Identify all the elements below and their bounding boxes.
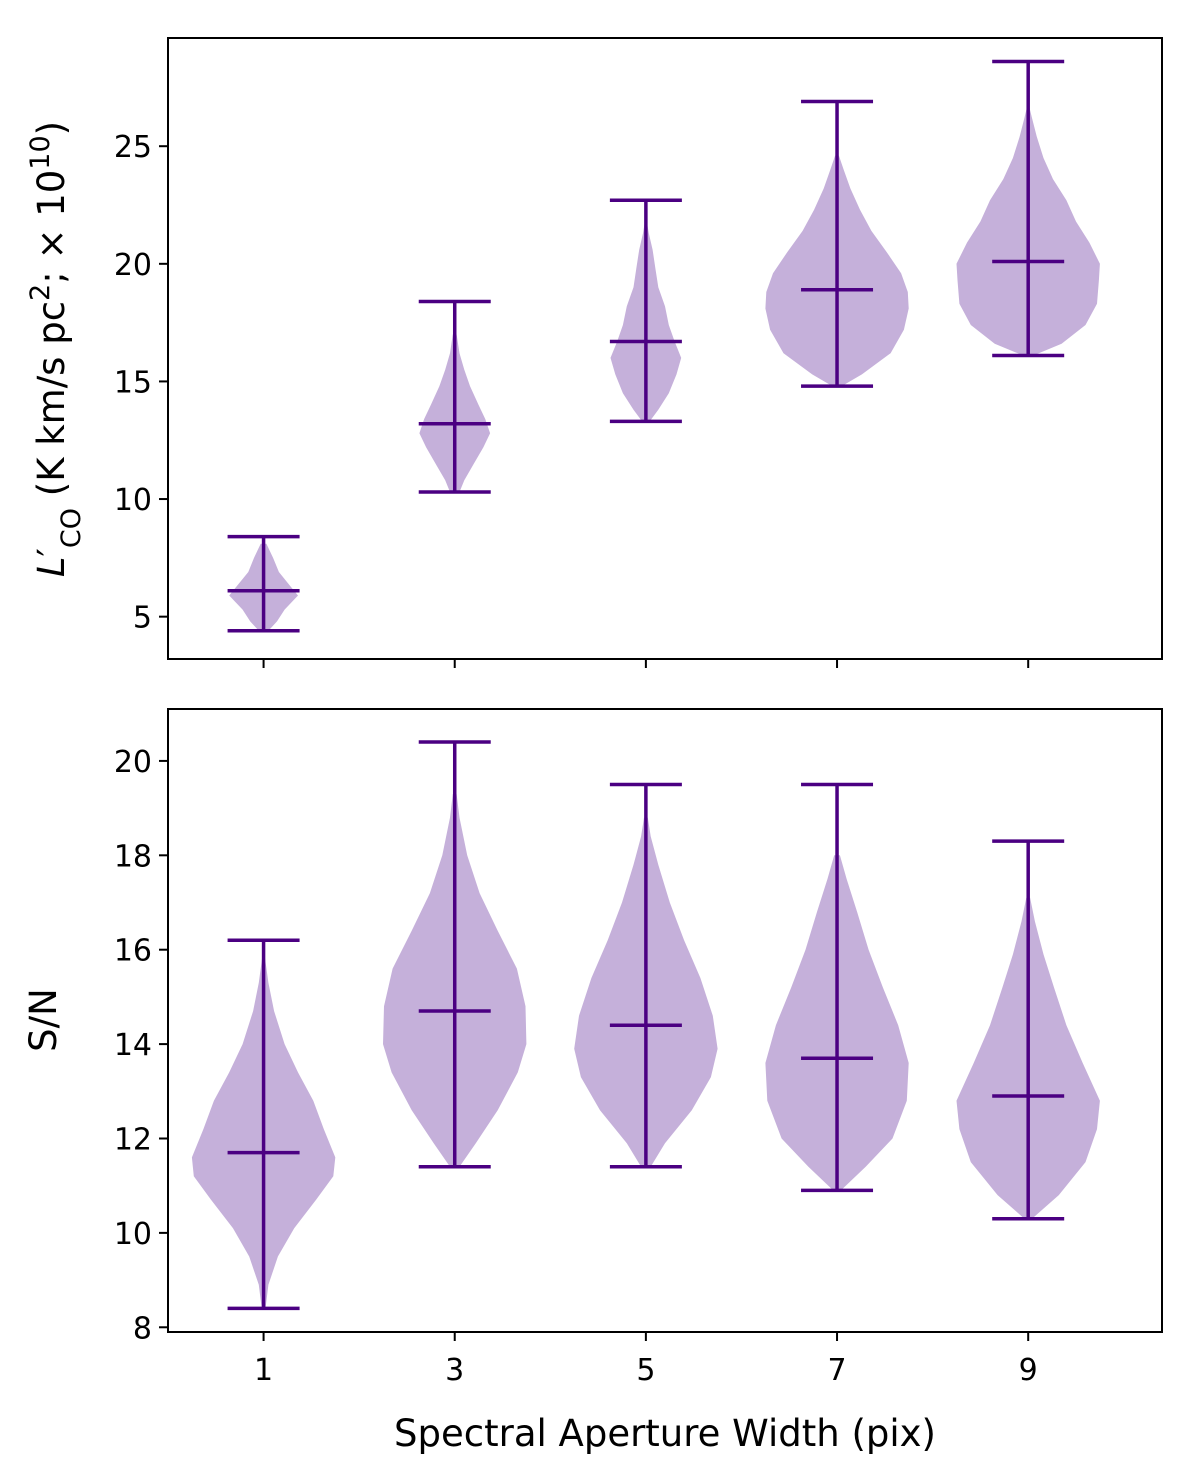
luminosity-y-tick-label: 20 (114, 248, 152, 283)
ylabel-L: L (30, 556, 73, 577)
luminosity-y-tick-label: 5 (133, 601, 152, 636)
luminosity-x-ticks (262, 659, 1030, 668)
luminosity-y-axis-label: L′CO (K km/s pc2; × 1010) (25, 121, 87, 577)
luminosity-violins (227, 59, 1100, 633)
ylabel-close: ) (30, 121, 73, 135)
luminosity-plot-frame (167, 37, 1163, 660)
snr-y-tick-label: 16 (114, 934, 152, 969)
snr-y-tick-label: 14 (114, 1028, 152, 1063)
snr-y-tick-label: 18 (114, 839, 152, 874)
ylabel-sub: CO (56, 508, 87, 548)
snr-y-tick-label: 10 (114, 1217, 152, 1252)
snr-panel: 8 10 12 14 16 18 20 1 3 5 7 9 S/N (22, 708, 1163, 1388)
snr-x-tick-label: 7 (827, 1353, 846, 1388)
snr-x-tick-label: 5 (636, 1353, 655, 1388)
snr-y-axis-label: S/N (22, 988, 65, 1052)
ylabel-sep: ; × 10 (30, 170, 73, 284)
ylabel-exp10: 10 (25, 135, 56, 169)
ylabel-unit: (K km/s pc (30, 301, 73, 508)
snr-x-ticks: 1 3 5 7 9 (254, 1332, 1038, 1388)
snr-violins (191, 740, 1100, 1311)
snr-x-tick-label: 1 (254, 1353, 273, 1388)
snr-y-ticks: 8 10 12 14 16 18 20 (114, 745, 168, 1346)
snr-x-tick-label: 3 (445, 1353, 464, 1388)
luminosity-y-tick-label: 10 (114, 483, 152, 518)
ylabel-prime: ′ (30, 548, 73, 556)
luminosity-y-tick-label: 25 (114, 130, 152, 165)
x-axis-label: Spectral Aperture Width (pix) (394, 1412, 936, 1455)
ylabel-exp2: 2 (25, 284, 56, 301)
snr-x-tick-label: 9 (1019, 1353, 1038, 1388)
snr-y-tick-label: 12 (114, 1122, 152, 1157)
luminosity-y-ticks: 5 10 15 20 25 (114, 130, 168, 636)
luminosity-y-tick-label: 15 (114, 365, 152, 400)
snr-plot-frame (167, 708, 1163, 1333)
snr-y-tick-label: 8 (133, 1311, 152, 1346)
snr-y-tick-label: 20 (114, 745, 152, 780)
